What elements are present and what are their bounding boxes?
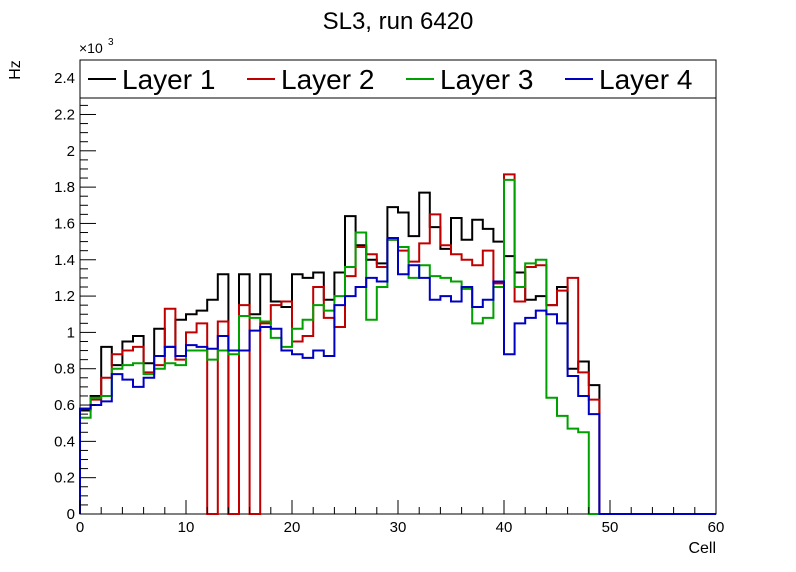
legend-box [79, 59, 717, 99]
x-tick-label: 30 [390, 519, 407, 536]
x-tick-label: 40 [496, 519, 513, 536]
legend: Layer 1 Layer 2 Layer 3 Layer 4 [79, 59, 717, 99]
x-tick-label: 60 [708, 519, 725, 536]
y-axis-label: Hz [7, 60, 24, 80]
x-tick-label: 10 [178, 519, 195, 536]
legend-label: Layer 4 [599, 64, 692, 95]
legend-label: Layer 2 [281, 64, 374, 95]
x-tick-label: 20 [284, 519, 301, 536]
x-tick-label: 0 [76, 519, 84, 536]
y-tick-label: 1.8 [54, 179, 75, 196]
y-tick-label: 1.4 [54, 252, 75, 269]
y-tick-label: 1.2 [54, 288, 75, 305]
legend-label: Layer 1 [122, 64, 215, 95]
legend-label: Layer 3 [440, 64, 533, 95]
y-tick-label: 2 [67, 143, 75, 160]
series-layer-3-line [79, 178, 716, 515]
y-tick-label: 0 [67, 506, 75, 523]
y-tick-label: 0.8 [54, 361, 75, 378]
histogram-series-group [79, 173, 716, 515]
y-axis-multiplier: ×10 3 [79, 37, 114, 56]
x-axis-label: Cell [688, 540, 716, 557]
plot-frame [79, 59, 717, 515]
y-tick-label: 0.2 [54, 470, 75, 487]
y-axis-multiplier-base: ×10 [79, 40, 103, 56]
x-tick-label: 50 [602, 519, 619, 536]
y-tick-label: 0.6 [54, 397, 75, 414]
y-tick-label: 2.2 [54, 106, 75, 123]
y-axis-multiplier-exponent: 3 [108, 37, 114, 48]
y-tick-label: 1.6 [54, 215, 75, 232]
series-layer-4-line [79, 236, 716, 515]
axes: 0 10 20 30 40 50 60 0 0.2 0.4 0.6 0.8 1 1.2 1.4 1.6 1.8 2… [54, 59, 725, 536]
y-tick-label: 1 [67, 324, 75, 341]
y-tick-label: 0.4 [54, 433, 75, 450]
chart-title: SL3, run 6420 [323, 8, 474, 35]
series-layer-2-line [79, 173, 716, 515]
y-tick-label: 2.4 [54, 70, 75, 87]
